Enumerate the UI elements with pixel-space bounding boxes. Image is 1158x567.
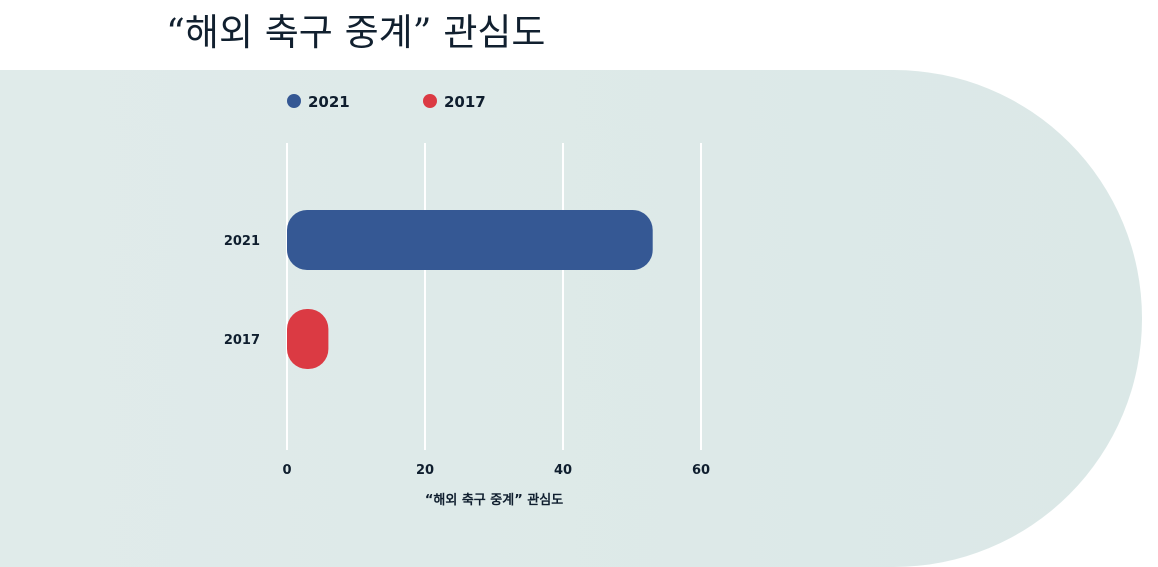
bar-2021	[287, 210, 653, 270]
legend-label: 2021	[308, 93, 350, 111]
y-tick-label: 2021	[224, 234, 260, 249]
bar-2017	[287, 309, 329, 369]
x-tick-label: 20	[416, 463, 434, 478]
chart-background-panel	[0, 70, 1142, 567]
x-axis-label: “해외 축구 중계” 관심도	[425, 492, 563, 508]
legend-marker-2017	[423, 94, 437, 108]
x-tick-label: 0	[282, 463, 291, 478]
y-tick-label: 2017	[224, 333, 260, 348]
legend-label: 2017	[444, 93, 486, 111]
x-tick-label: 40	[554, 463, 572, 478]
chart-title: “해외 축구 중계” 관심도	[166, 11, 546, 54]
legend-marker-2021	[287, 94, 301, 108]
x-tick-label: 60	[692, 463, 710, 478]
